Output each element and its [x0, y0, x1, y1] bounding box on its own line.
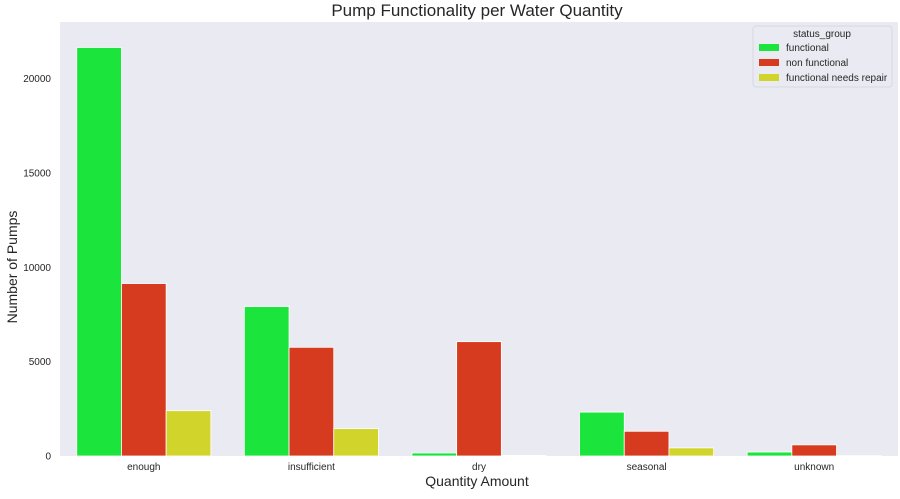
y-tick-label: 0 [45, 452, 51, 463]
bar-seasonal-non-functional [623, 430, 670, 457]
legend-box [752, 25, 893, 88]
bar-seasonal-functional-needs-repair [668, 447, 715, 457]
bar-seasonal-functional [579, 411, 625, 457]
bar-enough-functional-needs-repair [165, 410, 212, 457]
x-tick-label-dry: dry [472, 462, 486, 473]
bar-enough-non-functional [121, 283, 167, 457]
bar-unknown-functional [746, 451, 793, 457]
legend-title: status_group [793, 29, 851, 40]
legend: status_group functional non functional fun… [752, 25, 893, 88]
x-tick-label-seasonal: seasonal [627, 462, 667, 473]
chart-title: Pump Functionality per Water Quantity [331, 1, 623, 20]
legend-swatch-functional-needs-repair [759, 74, 779, 81]
bar-unknown-non-functional [791, 444, 837, 457]
x-tick-label-enough: enough [127, 462, 160, 473]
y-tick-label: 10000 [23, 263, 51, 274]
y-axis-ticks: 0 5000 10000 15000 20000 [23, 74, 51, 462]
y-tick-label: 20000 [23, 74, 51, 85]
x-tick-label-insufficient: insufficient [288, 462, 335, 473]
y-tick-label: 15000 [23, 168, 51, 179]
legend-swatch-non-functional [759, 59, 779, 66]
bar-insufficient-functional [243, 306, 290, 457]
bar-enough-functional [76, 47, 122, 457]
y-axis-label: Number of Pumps [4, 211, 20, 324]
x-tick-label-unknown: unknown [794, 462, 834, 473]
bar-insufficient-non-functional [288, 346, 335, 457]
bar-dry-non-functional [456, 341, 502, 457]
x-axis-ticks: enough insufficient dry seasonal unknown [127, 462, 834, 473]
legend-label-functional-needs-repair: functional needs repair [786, 73, 888, 84]
bar-insufficient-functional-needs-repair [333, 428, 379, 457]
bar-dry-functional [411, 452, 458, 457]
x-axis-label: Quantity Amount [425, 473, 529, 489]
legend-label-non-functional: non functional [786, 58, 848, 69]
bar-dry-functional-needs-repair [500, 455, 547, 457]
legend-label-functional: functional [786, 43, 829, 54]
bars-group [76, 47, 882, 457]
y-tick-label: 5000 [29, 357, 52, 368]
legend-swatch-functional [759, 44, 779, 51]
